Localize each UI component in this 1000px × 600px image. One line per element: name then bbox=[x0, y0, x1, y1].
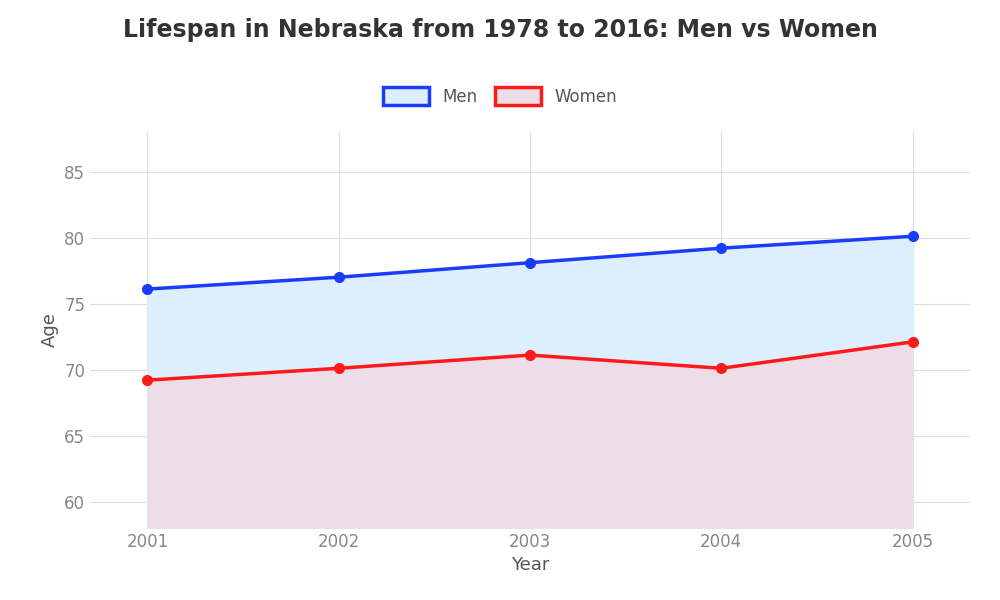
Women bbox=[141, 377, 153, 384]
Women bbox=[907, 338, 919, 346]
Text: Lifespan in Nebraska from 1978 to 2016: Men vs Women: Lifespan in Nebraska from 1978 to 2016: … bbox=[123, 18, 877, 42]
Line: Men: Men bbox=[143, 232, 917, 294]
Women bbox=[715, 365, 727, 372]
Men bbox=[524, 259, 536, 266]
Men bbox=[715, 245, 727, 252]
Line: Women: Women bbox=[143, 337, 917, 385]
Men bbox=[141, 286, 153, 293]
Women bbox=[524, 352, 536, 359]
Legend: Men, Women: Men, Women bbox=[376, 80, 624, 112]
X-axis label: Year: Year bbox=[511, 556, 549, 574]
Women bbox=[333, 365, 345, 372]
Y-axis label: Age: Age bbox=[41, 313, 59, 347]
Men bbox=[907, 233, 919, 240]
Men bbox=[333, 274, 345, 281]
